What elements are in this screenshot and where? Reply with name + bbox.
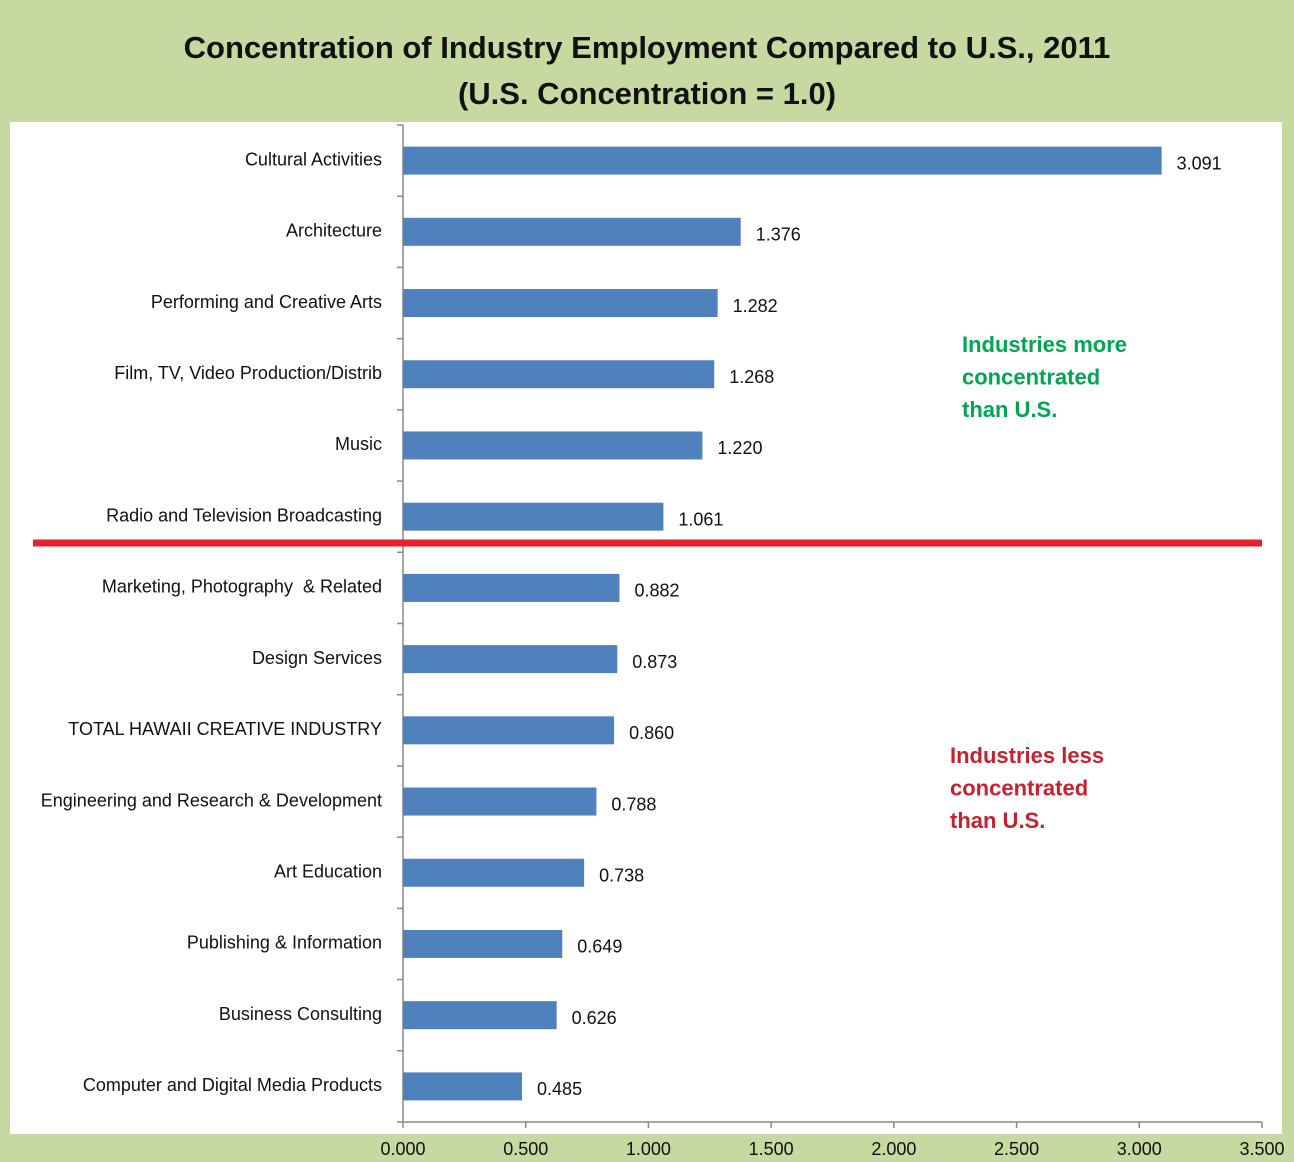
value-label: 0.873 xyxy=(632,652,677,672)
x-tick-label: 1.500 xyxy=(749,1139,794,1159)
bar xyxy=(403,431,703,460)
value-label: 0.788 xyxy=(611,794,656,814)
y-tick-label: Publishing & Information xyxy=(187,933,382,953)
x-tick-label: 3.000 xyxy=(1117,1139,1162,1159)
bar xyxy=(403,858,585,887)
value-label: 0.626 xyxy=(572,1008,617,1028)
y-tick-label: Cultural Activities xyxy=(245,149,382,169)
chart-title: Concentration of Industry Employment Com… xyxy=(184,30,1111,65)
bar xyxy=(403,573,620,602)
annotation: than U.S. xyxy=(962,397,1057,422)
bar xyxy=(403,360,715,389)
value-label: 3.091 xyxy=(1177,153,1222,173)
annotation: Industries more xyxy=(962,332,1127,357)
plot-area xyxy=(10,122,1282,1134)
bar xyxy=(403,645,618,674)
value-label: 1.282 xyxy=(733,296,778,316)
annotation: concentrated xyxy=(950,775,1088,800)
value-label: 0.485 xyxy=(537,1079,582,1099)
y-tick-label: Film, TV, Video Production/Distrib xyxy=(114,363,382,383)
bar xyxy=(403,146,1162,175)
x-tick-label: 1.000 xyxy=(626,1139,671,1159)
y-tick-label: Architecture xyxy=(286,221,382,241)
y-tick-label: Computer and Digital Media Products xyxy=(83,1075,382,1095)
bar xyxy=(403,1001,557,1030)
bar xyxy=(403,787,597,816)
value-label: 0.649 xyxy=(577,937,622,957)
x-tick-label: 0.500 xyxy=(503,1139,548,1159)
y-tick-label: Radio and Television Broadcasting xyxy=(106,505,382,525)
annotation: concentrated xyxy=(962,364,1100,389)
x-tick-label: 0.000 xyxy=(380,1139,425,1159)
value-label: 1.268 xyxy=(729,367,774,387)
bar xyxy=(403,1072,523,1101)
annotation: Industries less xyxy=(950,743,1104,768)
value-label: 1.220 xyxy=(717,438,762,458)
value-label: 1.376 xyxy=(756,225,801,245)
bar xyxy=(403,217,741,246)
x-tick-label: 3.500 xyxy=(1239,1139,1284,1159)
annotation: than U.S. xyxy=(950,808,1045,833)
y-tick-label: Performing and Creative Arts xyxy=(151,292,382,312)
y-tick-label: Art Education xyxy=(274,862,382,882)
value-label: 1.061 xyxy=(678,509,723,529)
y-tick-label: Engineering and Research & Development xyxy=(41,790,382,810)
bar xyxy=(403,289,718,318)
bar xyxy=(403,716,615,745)
chart-subtitle: (U.S. Concentration = 1.0) xyxy=(458,76,836,111)
bar xyxy=(403,929,563,958)
value-label: 0.738 xyxy=(599,866,644,886)
value-label: 0.860 xyxy=(629,723,674,743)
bar xyxy=(403,502,664,531)
y-tick-label: Design Services xyxy=(252,648,382,668)
x-tick-label: 2.500 xyxy=(994,1139,1039,1159)
y-tick-label: TOTAL HAWAII CREATIVE INDUSTRY xyxy=(68,719,382,739)
x-tick-label: 2.000 xyxy=(871,1139,916,1159)
value-label: 0.882 xyxy=(634,581,679,601)
y-tick-label: Business Consulting xyxy=(219,1004,382,1024)
y-tick-label: Marketing, Photography & Related xyxy=(102,577,382,597)
y-tick-label: Music xyxy=(335,434,382,454)
